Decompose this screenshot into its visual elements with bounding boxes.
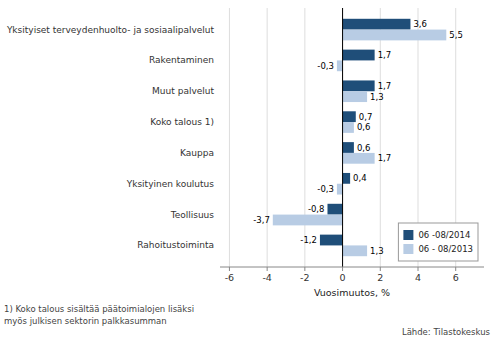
data-label: -3,7: [253, 215, 270, 225]
x-axis-label: Vuosimuutos, %: [314, 287, 390, 298]
data-label: -0,3: [317, 184, 334, 194]
bar: [337, 60, 343, 71]
x-tick: [229, 267, 230, 271]
x-tick-label: -2: [300, 272, 309, 283]
data-label: -0,3: [317, 61, 334, 71]
category-label: Rakentaminen: [149, 55, 214, 65]
bar: [343, 122, 354, 133]
data-label: 0,6: [357, 143, 371, 153]
grid-line: [267, 8, 268, 267]
data-label: 0,7: [359, 112, 373, 122]
bar: [343, 50, 375, 61]
legend-entry: 06 -08/2014: [418, 230, 470, 240]
data-label: 1,7: [378, 81, 392, 91]
category-label: Koko talous 1): [150, 117, 214, 127]
x-axis-line: [220, 267, 484, 268]
bar: [343, 245, 368, 256]
data-labels: -1,2-0,80,40,60,71,71,73,61,3-3,7-0,31,7…: [253, 19, 463, 256]
grid-line: [342, 8, 343, 267]
legend-entry: 06 - 08/2013: [418, 244, 473, 254]
data-label: 5,5: [449, 30, 463, 40]
bar: [343, 111, 356, 122]
data-label: 3,6: [413, 19, 427, 29]
data-label: 0,4: [353, 173, 367, 183]
grid-line: [229, 8, 230, 267]
chart: Rahoitustoiminta Teollisuus Yksityinen kou…: [0, 0, 494, 339]
bar: [343, 80, 375, 91]
data-label: 1,7: [378, 50, 392, 60]
bar: [343, 30, 447, 41]
source: Lähde: Tilastokeskus: [402, 327, 491, 337]
data-label: 1,3: [370, 246, 384, 256]
x-tick-label: 4: [415, 272, 421, 283]
x-tick: [267, 267, 268, 271]
x-tick-label: 6: [453, 272, 459, 283]
legend-swatch: [403, 230, 413, 240]
legend: 06 -08/2014 06 - 08/2013: [398, 223, 478, 261]
x-tick: [418, 267, 419, 271]
bar: [273, 215, 343, 226]
bar: [343, 91, 368, 102]
data-label: -1,2: [300, 235, 317, 245]
footnote: myös julkisen sektorin palkkasumman: [4, 316, 167, 326]
data-label: 0,6: [357, 122, 371, 132]
footnote: 1) Koko talous sisältää päätoimialojen l…: [4, 304, 194, 314]
x-tick: [342, 267, 343, 271]
x-tick: [380, 267, 381, 271]
grid-line: [304, 8, 305, 267]
category-label: Kauppa: [180, 148, 214, 158]
bar: [337, 184, 343, 195]
category-label: Muut palvelut: [152, 86, 214, 96]
category-label: Yksityinen koulutus: [126, 179, 215, 189]
x-tick: [304, 267, 305, 271]
legend-box: [398, 223, 478, 261]
bar: [343, 142, 354, 153]
bar: [327, 204, 342, 215]
data-label: 1,7: [378, 153, 392, 163]
category-label: Yksityiset terveydenhuolto- ja sosiaalip…: [6, 25, 215, 35]
bar: [343, 19, 411, 30]
category-label: Teollisuus: [170, 210, 215, 220]
data-label: -0,8: [308, 204, 325, 214]
x-tick-label: -4: [262, 272, 271, 283]
bar: [343, 173, 351, 184]
bar: [320, 235, 343, 246]
bars: [273, 19, 446, 256]
zero-line: [342, 8, 343, 267]
grid-line: [380, 8, 381, 267]
data-label: 1,3: [370, 92, 384, 102]
category-label: Rahoitustoiminta: [137, 240, 214, 250]
x-axis: -6 -4 -2 0 2 4 6: [220, 267, 484, 283]
x-tick-label: -6: [225, 272, 234, 283]
legend-swatch: [403, 244, 413, 254]
x-tick: [455, 267, 456, 271]
x-tick-label: 2: [377, 272, 383, 283]
x-tick-label: 0: [340, 272, 346, 283]
bar: [343, 153, 375, 164]
